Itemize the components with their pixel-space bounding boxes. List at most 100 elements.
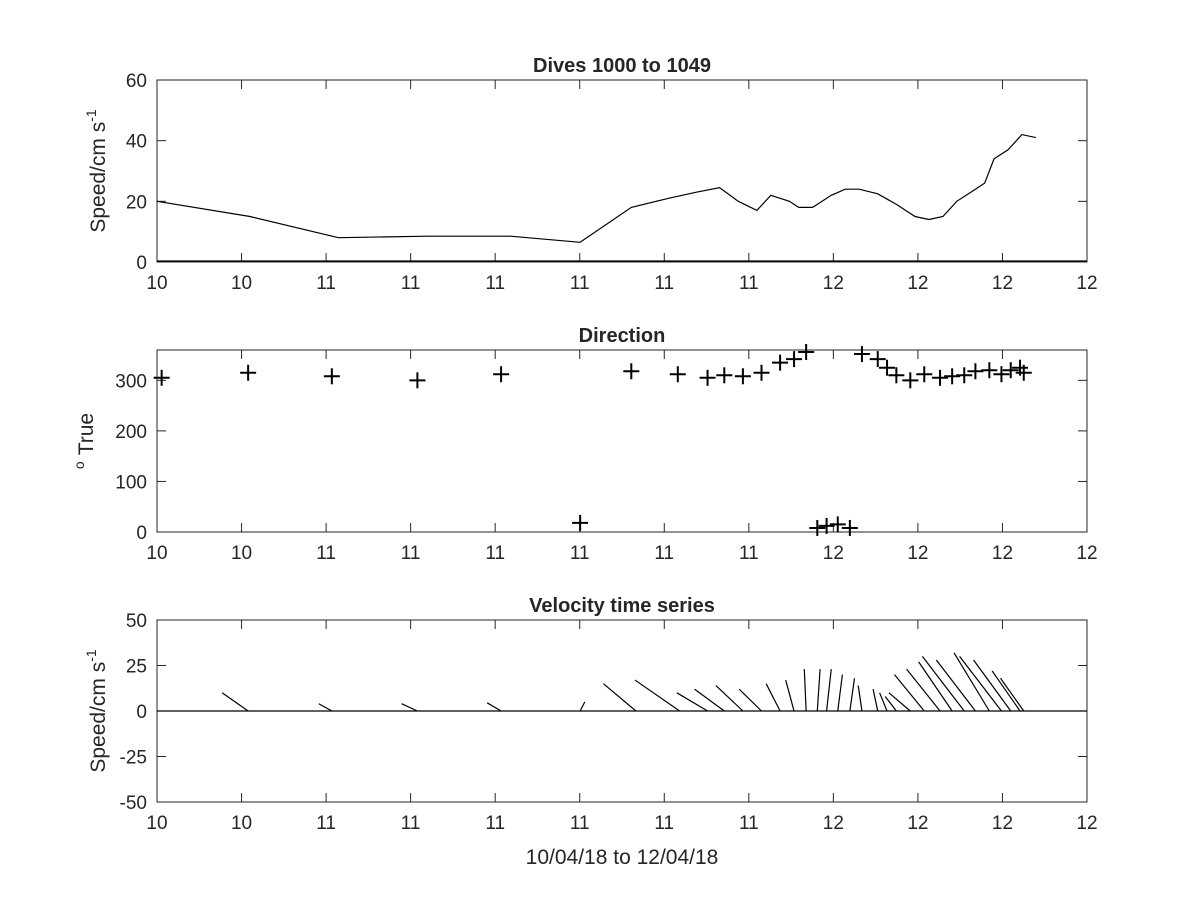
x-tick-label: 12: [823, 543, 844, 564]
x-tick-label: 12: [1076, 273, 1097, 294]
direction-point: [716, 367, 733, 384]
direction-point: [772, 354, 789, 371]
direction-point: [493, 366, 510, 383]
direction-point: [786, 351, 803, 368]
direction-point: [981, 362, 998, 379]
x-tick-label: 10: [146, 543, 167, 564]
y-axis-label-superscript: -1: [83, 109, 99, 122]
x-tick-label: 12: [907, 543, 928, 564]
direction-point: [818, 517, 835, 534]
velocity-stick: [857, 685, 863, 712]
y-tick-label: 50: [126, 611, 147, 632]
y-tick-label: 20: [126, 192, 147, 213]
direction-point: [993, 366, 1010, 383]
x-tick-label: 12: [992, 543, 1013, 564]
y-tick-label: 60: [126, 71, 147, 92]
direction-point: [623, 363, 640, 380]
velocity-stick: [401, 703, 418, 712]
velocity-stick: [959, 656, 1002, 712]
velocity-stick: [738, 688, 762, 712]
y-axis-label-prefix: o: [71, 461, 87, 469]
x-tick-label: 11: [316, 543, 336, 564]
direction-point: [932, 369, 949, 386]
x-tick-label: 12: [823, 273, 844, 294]
velocity-stick: [953, 652, 990, 712]
x-tick-label: 11: [485, 273, 505, 294]
axes-box: [156, 349, 1088, 533]
y-tick-label: 0: [136, 702, 147, 723]
velocity-stick: [879, 692, 888, 712]
velocity-stick: [579, 701, 586, 712]
y-tick-label: 25: [126, 657, 147, 678]
subplot-title: Direction: [579, 325, 666, 347]
y-axis-label: o True: [71, 413, 98, 469]
velocity-stick: [872, 689, 879, 712]
direction-point: [1015, 364, 1032, 381]
x-tick-label: 12: [1076, 543, 1097, 564]
y-tick-label: 0: [136, 253, 147, 274]
x-tick-label: 11: [739, 543, 759, 564]
velocity-stick: [486, 702, 502, 712]
velocity-stick: [603, 683, 637, 712]
direction-point: [153, 369, 170, 386]
x-axis-label: 10/04/18 to 12/04/18: [526, 846, 719, 869]
velocity-stick: [221, 692, 249, 712]
x-tick-label: 11: [401, 273, 421, 294]
velocity-stick: [715, 685, 744, 712]
direction-point: [809, 519, 826, 536]
x-tick-label: 11: [654, 813, 674, 834]
velocity-stick: [634, 679, 681, 712]
x-tick-label: 11: [485, 813, 505, 834]
y-tick-label: 0: [136, 523, 147, 544]
velocity-stick: [1000, 677, 1025, 712]
y-axis-label-text: Speed/cm s: [87, 662, 110, 773]
velocity-stick: [906, 668, 941, 712]
direction-point: [879, 359, 896, 376]
x-tick-label: 11: [316, 273, 336, 294]
direction-point: [902, 372, 919, 389]
direction-point: [669, 366, 686, 383]
direction-point: [916, 366, 933, 383]
velocity-stick: [921, 656, 965, 712]
y-axis-label-superscript: -1: [83, 649, 99, 662]
x-tick-label: 11: [739, 273, 759, 294]
velocity-stick: [849, 678, 856, 712]
velocity-stick: [803, 669, 807, 712]
y-tick-label: -50: [120, 793, 147, 814]
direction-point: [753, 364, 770, 381]
velocity-stick: [894, 674, 925, 712]
direction-point: [734, 368, 751, 385]
velocity-stick: [318, 703, 333, 712]
y-axis-label: Speed/cm s-1: [83, 649, 110, 773]
direction-point: [841, 519, 858, 536]
x-tick-label: 11: [570, 543, 590, 564]
speed-line: [156, 133, 1036, 243]
x-tick-label: 11: [570, 273, 590, 294]
velocity-stick: [918, 661, 953, 712]
velocity-stick: [991, 670, 1021, 712]
x-tick-label: 11: [654, 273, 674, 294]
direction-point: [798, 344, 815, 361]
x-tick-label: 10: [231, 273, 252, 294]
velocity-stick: [888, 692, 911, 712]
y-axis-label-text: Speed/cm s: [87, 122, 110, 233]
x-tick-label: 10: [146, 813, 167, 834]
direction-point: [323, 368, 340, 385]
x-tick-label: 10: [231, 813, 252, 834]
y-tick-label: 40: [126, 132, 147, 153]
subplot-2: Direction 0 100 200 300 10 10 11 11 11 11 11 11 12 12 1…: [71, 325, 1098, 564]
x-tick-label: 12: [992, 813, 1013, 834]
x-tick-label: 12: [907, 813, 928, 834]
direction-point: [967, 363, 984, 380]
axes-box: [156, 79, 1088, 263]
direction-point: [1002, 362, 1019, 379]
velocity-stick: [694, 688, 725, 712]
direction-point: [869, 351, 886, 368]
x-tick-label: 12: [1076, 813, 1097, 834]
x-tick-label: 11: [401, 813, 421, 834]
velocity-stick: [837, 674, 844, 712]
x-tick-label: 11: [654, 543, 674, 564]
x-tick-label: 10: [146, 273, 167, 294]
velocity-stick: [816, 669, 821, 712]
direction-point: [888, 367, 905, 384]
